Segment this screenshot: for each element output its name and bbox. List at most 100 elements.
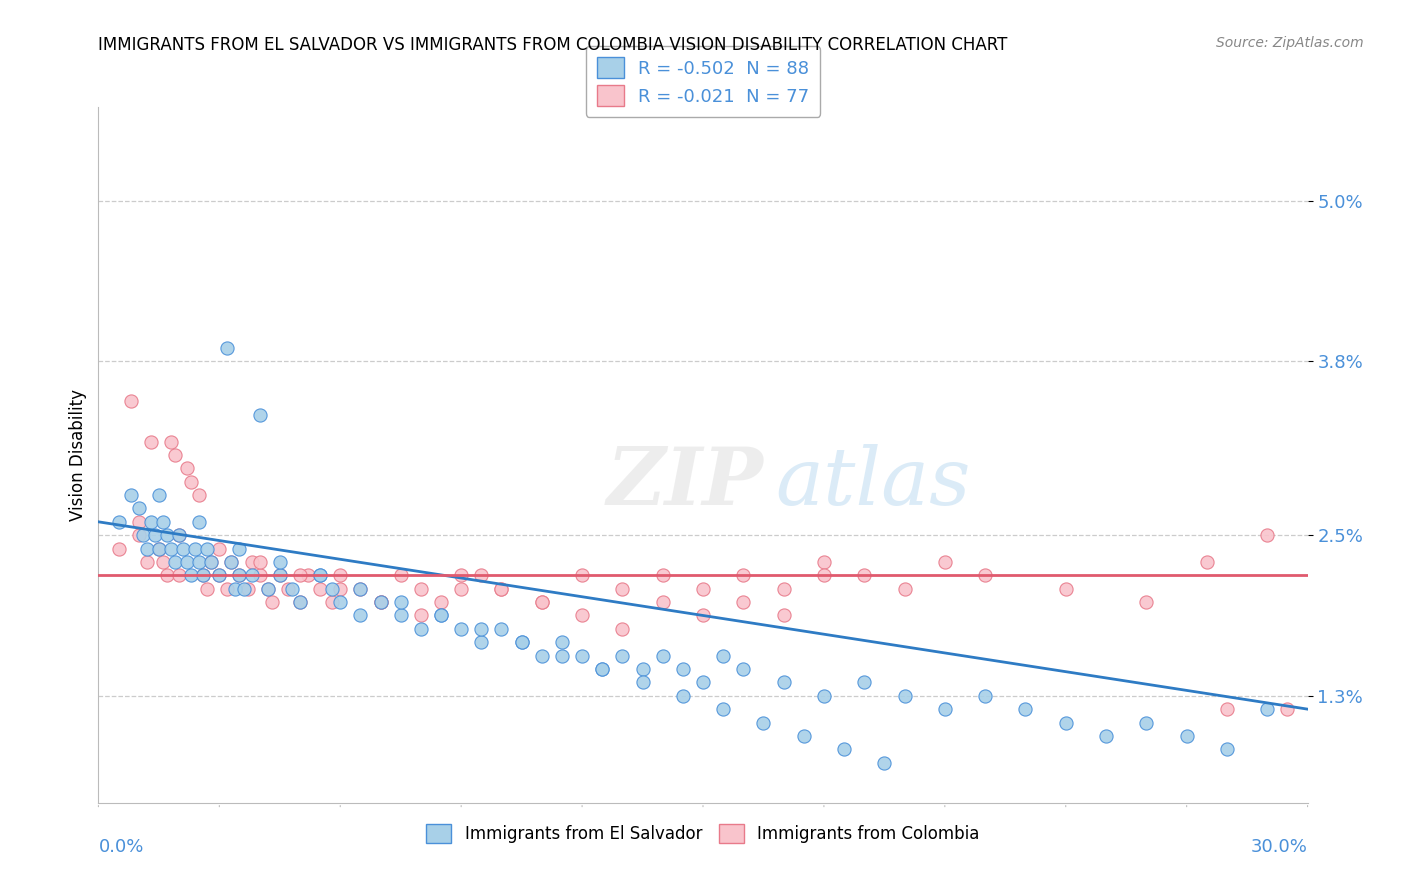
Point bbox=[193, 568, 215, 582]
Point bbox=[208, 568, 231, 582]
Point bbox=[277, 582, 299, 596]
Text: IMMIGRANTS FROM EL SALVADOR VS IMMIGRANTS FROM COLOMBIA VISION DISABILITY CORREL: IMMIGRANTS FROM EL SALVADOR VS IMMIGRANT… bbox=[98, 36, 1008, 54]
Point bbox=[571, 568, 593, 582]
Point bbox=[510, 635, 533, 649]
Point bbox=[172, 541, 194, 556]
Text: atlas: atlas bbox=[776, 444, 972, 522]
Point bbox=[370, 595, 392, 609]
Point bbox=[120, 488, 142, 502]
Point bbox=[873, 756, 896, 770]
Point bbox=[1014, 702, 1036, 716]
Point bbox=[195, 541, 218, 556]
Point bbox=[389, 595, 412, 609]
Point bbox=[612, 582, 634, 596]
Point bbox=[672, 689, 695, 703]
Point bbox=[530, 595, 553, 609]
Point bbox=[370, 595, 392, 609]
Point bbox=[236, 582, 259, 596]
Point bbox=[281, 582, 304, 596]
Point bbox=[208, 568, 231, 582]
Point bbox=[188, 515, 211, 529]
Point bbox=[1216, 742, 1239, 756]
Point bbox=[389, 568, 412, 582]
Point bbox=[450, 622, 472, 636]
Point bbox=[591, 662, 613, 676]
Point bbox=[135, 555, 157, 569]
Point bbox=[651, 595, 673, 609]
Point bbox=[176, 555, 198, 569]
Point bbox=[470, 568, 492, 582]
Point bbox=[430, 608, 453, 623]
Point bbox=[221, 555, 243, 569]
Point bbox=[297, 568, 319, 582]
Point bbox=[409, 622, 432, 636]
Point bbox=[309, 568, 332, 582]
Point bbox=[163, 448, 186, 462]
Point bbox=[180, 568, 202, 582]
Point bbox=[221, 555, 243, 569]
Point bbox=[430, 595, 453, 609]
Point bbox=[813, 555, 835, 569]
Point bbox=[772, 608, 794, 623]
Point bbox=[167, 528, 190, 542]
Point bbox=[1054, 715, 1077, 730]
Point bbox=[309, 582, 332, 596]
Point bbox=[370, 595, 392, 609]
Point bbox=[260, 595, 283, 609]
Point bbox=[107, 515, 129, 529]
Point bbox=[651, 568, 673, 582]
Point bbox=[571, 608, 593, 623]
Point bbox=[1256, 702, 1278, 716]
Point bbox=[321, 582, 343, 596]
Legend: Immigrants from El Salvador, Immigrants from Colombia: Immigrants from El Salvador, Immigrants … bbox=[420, 818, 986, 850]
Point bbox=[1216, 702, 1239, 716]
Point bbox=[651, 648, 673, 663]
Point bbox=[269, 568, 291, 582]
Point bbox=[152, 515, 174, 529]
Point bbox=[1054, 582, 1077, 596]
Point bbox=[148, 541, 170, 556]
Point bbox=[430, 608, 453, 623]
Point bbox=[832, 742, 855, 756]
Point bbox=[893, 582, 915, 596]
Point bbox=[128, 501, 150, 516]
Text: 0.0%: 0.0% bbox=[98, 838, 143, 855]
Point bbox=[389, 608, 412, 623]
Point bbox=[450, 582, 472, 596]
Point bbox=[269, 555, 291, 569]
Point bbox=[139, 515, 162, 529]
Point bbox=[1277, 702, 1299, 716]
Point bbox=[1135, 595, 1157, 609]
Text: 30.0%: 30.0% bbox=[1251, 838, 1308, 855]
Point bbox=[176, 461, 198, 475]
Point bbox=[167, 528, 190, 542]
Point bbox=[132, 528, 155, 542]
Point bbox=[1256, 528, 1278, 542]
Point bbox=[772, 675, 794, 690]
Point bbox=[232, 582, 254, 596]
Point bbox=[470, 622, 492, 636]
Point bbox=[692, 675, 714, 690]
Point bbox=[208, 541, 231, 556]
Point bbox=[193, 568, 215, 582]
Point bbox=[107, 541, 129, 556]
Point bbox=[256, 582, 278, 596]
Point bbox=[256, 582, 278, 596]
Point bbox=[156, 528, 179, 542]
Point bbox=[139, 434, 162, 449]
Point bbox=[974, 568, 997, 582]
Point bbox=[530, 595, 553, 609]
Point bbox=[163, 555, 186, 569]
Point bbox=[224, 582, 246, 596]
Point bbox=[491, 582, 513, 596]
Point bbox=[934, 555, 956, 569]
Point bbox=[228, 568, 250, 582]
Point bbox=[893, 689, 915, 703]
Point bbox=[752, 715, 775, 730]
Point bbox=[160, 541, 183, 556]
Text: ZIP: ZIP bbox=[606, 444, 763, 522]
Point bbox=[128, 515, 150, 529]
Point bbox=[329, 582, 352, 596]
Point bbox=[148, 541, 170, 556]
Point bbox=[184, 541, 207, 556]
